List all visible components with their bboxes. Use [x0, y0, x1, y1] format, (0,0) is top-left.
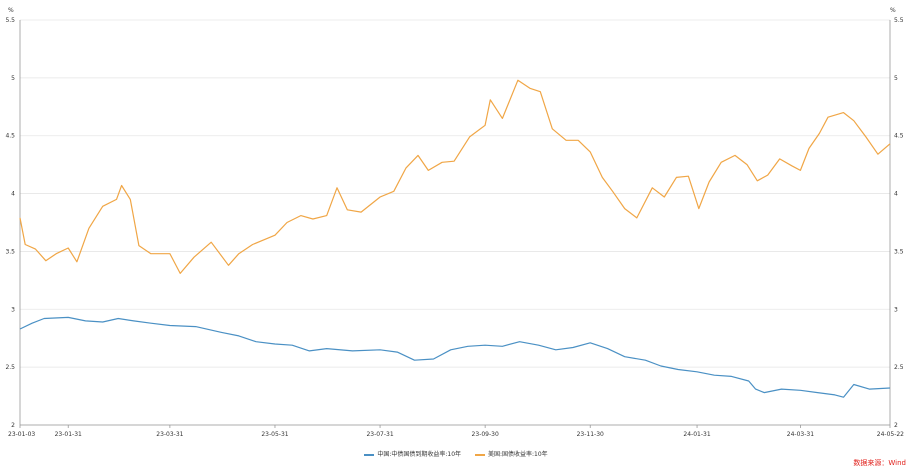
- x-tick-24-01-31: 24-01-31: [683, 431, 710, 438]
- x-tick-23-09-30: 23-09-30: [472, 431, 499, 438]
- y-tick-left-4: 4: [11, 191, 15, 198]
- y-tick-right-3: 3: [894, 306, 898, 313]
- x-tick-23-07-31: 23-07-31: [366, 431, 393, 438]
- y-tick-right-5: 5: [894, 75, 898, 82]
- y-tick-left-2.5: 2.5: [5, 364, 15, 371]
- y-tick-left-3: 3: [11, 306, 15, 313]
- right-axis-unit: %: [890, 7, 896, 14]
- y-tick-left-5.5: 5.5: [5, 17, 15, 24]
- legend-swatch-china: [364, 453, 375, 456]
- legend: 中国:中债国债到期收益率:10年 美国:国债收益率:10年: [0, 449, 912, 458]
- x-tick-23-11-30: 23-11-30: [577, 431, 604, 438]
- legend-swatch-us: [474, 453, 485, 456]
- x-tick-23-05-31: 23-05-31: [261, 431, 288, 438]
- y-tick-left-4.5: 4.5: [5, 133, 15, 140]
- x-tick-24-05-22: 24-05-22: [877, 431, 904, 438]
- y-tick-right-4: 4: [894, 191, 898, 198]
- x-tick-24-03-31: 24-03-31: [787, 431, 814, 438]
- x-tick-23-03-31: 23-03-31: [156, 431, 183, 438]
- x-tick-23-01-31: 23-01-31: [55, 431, 82, 438]
- grid: [20, 19, 890, 426]
- y-tick-right-4.5: 4.5: [894, 133, 904, 140]
- legend-item-us: 美国:国债收益率:10年: [474, 449, 548, 458]
- x-tick-23-01-03: 23-01-03: [8, 431, 35, 438]
- left-axis-unit: %: [8, 7, 14, 14]
- series-lines: [19, 79, 891, 398]
- y-tick-right-3.5: 3.5: [894, 248, 904, 255]
- y-tick-right-5.5: 5.5: [894, 17, 904, 24]
- data-source-note: 数据来源：Wind: [853, 459, 906, 467]
- y-tick-left-5: 5: [11, 75, 15, 82]
- legend-item-china: 中国:中债国债到期收益率:10年: [364, 449, 461, 458]
- tick-labels: 2 2 2.5 2.5 3 3 3.5 3.5 4 4 4.5 4.5 5 5 5.5 5.5 23-01-03…: [5, 17, 904, 438]
- y-tick-right-2: 2: [894, 422, 898, 429]
- series-line-china-10y: [19, 316, 891, 398]
- y-tick-left-2: 2: [11, 422, 15, 429]
- axes: [19, 20, 891, 428]
- legend-label-china: 中国:中债国债到期收益率:10年: [377, 451, 462, 458]
- y-tick-left-3.5: 3.5: [5, 248, 15, 255]
- y-tick-right-2.5: 2.5: [894, 364, 904, 371]
- series-line-us-10y: [19, 79, 891, 274]
- legend-label-us: 美国:国债收益率:10年: [487, 451, 548, 458]
